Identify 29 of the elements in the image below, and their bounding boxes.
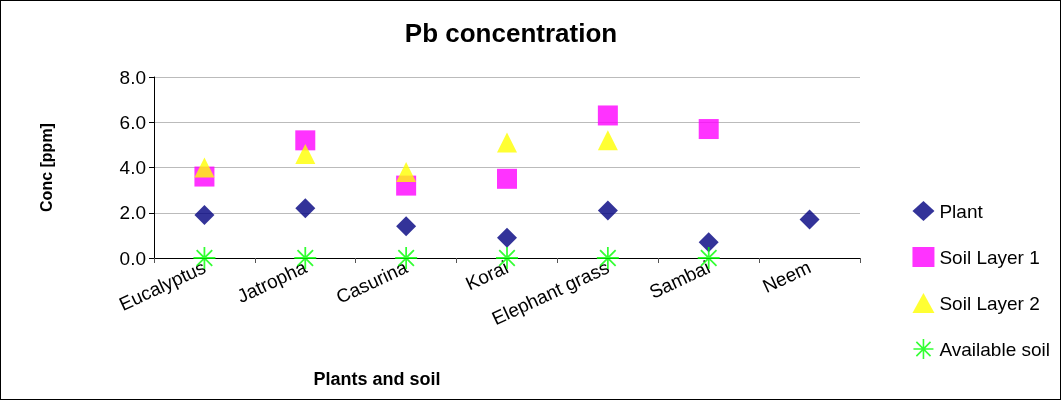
point (698, 232, 719, 253)
point (497, 227, 517, 248)
point (295, 143, 316, 164)
x-tick-label: Neem (759, 256, 815, 297)
y-tick-label: 8.0 (119, 66, 146, 88)
legend-label: Plant (939, 200, 984, 222)
point (698, 119, 719, 140)
point (597, 200, 618, 221)
legend-label: Available soil (939, 338, 1051, 360)
point (497, 168, 517, 189)
y-axis-title: Conc [ppm] (37, 123, 55, 212)
point (799, 209, 820, 230)
y-tick-label: 6.0 (119, 111, 146, 133)
legend-label: Soil Layer 2 (939, 292, 1040, 314)
x-axis-title: Plants and soil (313, 369, 441, 389)
point (396, 162, 417, 183)
point (597, 105, 618, 126)
point (497, 132, 517, 153)
point (597, 130, 618, 151)
y-tick-label: 2.0 (119, 202, 146, 224)
legend-label: Soil Layer 1 (939, 246, 1040, 268)
point (194, 157, 215, 178)
point (396, 216, 417, 237)
y-tick-label: 0.0 (119, 247, 146, 269)
y-tick-label: 4.0 (119, 157, 146, 178)
point (295, 198, 316, 219)
point (194, 205, 215, 226)
chart-title: Pb concentration (404, 18, 618, 48)
point (295, 130, 316, 151)
